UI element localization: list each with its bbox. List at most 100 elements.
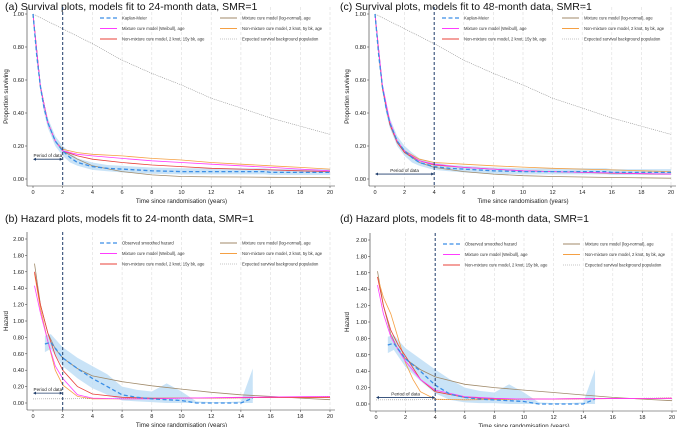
y-tick-label: 0.80 (13, 335, 24, 341)
x-tick-label: 2 (61, 414, 64, 420)
y-tick-label: 1.80 (356, 254, 367, 260)
x-tick-label: 12 (208, 190, 214, 196)
x-tick-label: 6 (462, 190, 465, 196)
legend-label: Non-mixture cure model, 2 knot, 15y bk, … (122, 37, 205, 42)
arrowhead-icon (33, 157, 63, 161)
series-line-lognormal (34, 263, 331, 401)
chart-panel-c: (c) Survival plots, models fit to 48-mon… (340, 1, 676, 205)
x-tick-label: 18 (639, 415, 645, 421)
chart-title: (c) Survival plots, models fit to 48-mon… (340, 1, 592, 13)
legend-label: Observed smoothed hazard (465, 242, 517, 247)
x-tick-label: 4 (91, 190, 94, 196)
y-tick-label: 1.60 (13, 270, 24, 276)
y-tick-label: 0.80 (356, 336, 367, 342)
x-tick-label: 12 (549, 190, 555, 196)
series-line-background (374, 13, 672, 135)
x-tick-label: 16 (610, 415, 616, 421)
legend-label: Non-mixture cure model, 2 knot, 5y bk, a… (585, 252, 666, 257)
confidence-band (44, 334, 253, 403)
chart-title: (a) Survival plots, models fit to 24-mon… (5, 1, 258, 13)
x-tick-label: 20 (327, 414, 333, 420)
x-tick-label: 12 (208, 414, 214, 420)
x-tick-label: 14 (238, 414, 244, 420)
x-tick-label: 6 (121, 190, 124, 196)
legend-label: Non-mixture cure model, 2 knot, 15y bk, … (464, 37, 547, 42)
y-tick-label: 0.40 (13, 111, 24, 117)
arrowhead-icon (33, 391, 63, 395)
y-tick-label: 1.80 (13, 253, 24, 259)
x-tick-label: 2 (61, 190, 64, 196)
y-tick-label: 0.40 (355, 111, 366, 117)
x-tick-label: 16 (267, 190, 273, 196)
legend-label: Mixture cure model (log-normal), age (242, 241, 311, 246)
x-tick-label: 16 (609, 190, 615, 196)
series-line-lognormal (377, 271, 673, 402)
series-line-weibull (377, 285, 673, 400)
x-tick-label: 10 (178, 190, 184, 196)
y-tick-label: 1.60 (356, 271, 367, 277)
y-axis-label: Proportion surviving (344, 69, 351, 124)
y-tick-label: 0.00 (355, 177, 366, 183)
legend-label: Mixture cure model (log-normal), age (585, 242, 654, 247)
legend-label: Kaplan-Meier (464, 16, 490, 21)
series-line-km (387, 342, 596, 405)
series-line-weibull (32, 13, 331, 172)
y-tick-label: 2.00 (13, 237, 24, 243)
legend-label: Expected survival background population (585, 263, 662, 268)
x-tick-label: 4 (91, 414, 94, 420)
y-tick-label: 1.00 (13, 12, 24, 18)
legend-label: Non-mixture cure model, 2 knot, 15y bk, … (465, 263, 548, 268)
legend-label: Non-mixture cure model, 2 knot, 5y bk, a… (242, 26, 323, 31)
x-tick-label: 2 (403, 190, 406, 196)
x-tick-label: 0 (373, 190, 376, 196)
series-line-background (32, 13, 331, 135)
x-tick-label: 12 (550, 415, 556, 421)
y-tick-label: 0.00 (356, 402, 367, 408)
x-tick-label: 0 (31, 190, 34, 196)
x-axis-label: Time since randomisation (years) (477, 198, 568, 205)
x-tick-label: 10 (520, 190, 526, 196)
y-tick-label: 0.40 (356, 369, 367, 375)
legend-label: Expected survival background population (584, 37, 661, 42)
x-tick-label: 8 (150, 414, 153, 420)
y-tick-label: 0.80 (13, 45, 24, 51)
y-axis-label: Hazard (3, 310, 10, 331)
y-tick-label: 0.20 (356, 386, 367, 392)
y-tick-label: 1.20 (13, 303, 24, 309)
x-tick-label: 14 (580, 415, 586, 421)
y-tick-label: 1.40 (13, 286, 24, 292)
legend-label: Non-mixture cure model, 2 knot, 15y bk, … (122, 262, 205, 267)
y-axis-label: Hazard (344, 311, 351, 332)
x-tick-label: 4 (434, 415, 437, 421)
y-tick-label: 1.00 (355, 12, 366, 18)
legend-label: Expected survival background population (242, 262, 319, 267)
y-tick-label: 1.20 (356, 304, 367, 310)
legend-label: Mixture cure model (Weibull), age (464, 26, 527, 31)
legend-label: Mixture cure model (log-normal), age (584, 16, 653, 21)
chart-panel-a: (a) Survival plots, models fit to 24-mon… (3, 1, 335, 205)
x-axis-label: Time since randomisation (years) (478, 423, 569, 427)
y-tick-label: 0.20 (355, 144, 366, 150)
legend-label: Mixture cure model (log-normal), age (242, 16, 311, 21)
x-tick-label: 20 (669, 415, 675, 421)
chart-title: (b) Hazard plots, models fit to 24-month… (5, 213, 254, 225)
series-line-km (44, 341, 254, 404)
y-tick-label: 0.00 (13, 401, 24, 407)
x-axis-label: Time since randomisation (years) (136, 422, 227, 427)
x-tick-label: 6 (463, 415, 466, 421)
series-line-weibull (34, 285, 331, 400)
y-tick-label: 0.00 (13, 177, 24, 183)
period-of-data-label: Period of data (34, 387, 63, 392)
y-tick-label: 1.00 (13, 319, 24, 325)
y-tick-label: 0.40 (13, 368, 24, 374)
period-of-data-label: Period of data (391, 391, 420, 396)
x-tick-label: 0 (31, 414, 34, 420)
chart-title: (d) Hazard plots, models fit to 48-month… (340, 213, 589, 225)
x-tick-label: 18 (297, 190, 303, 196)
x-tick-label: 2 (404, 415, 407, 421)
legend-label: Mixture cure model (Weibull), age (465, 252, 528, 257)
legend-label: Kaplan-Meier (122, 16, 148, 21)
y-tick-label: 0.60 (356, 353, 367, 359)
legend-label: Mixture cure model (Weibull), age (122, 26, 185, 31)
legend-label: Mixture cure model (Weibull), age (122, 251, 185, 256)
